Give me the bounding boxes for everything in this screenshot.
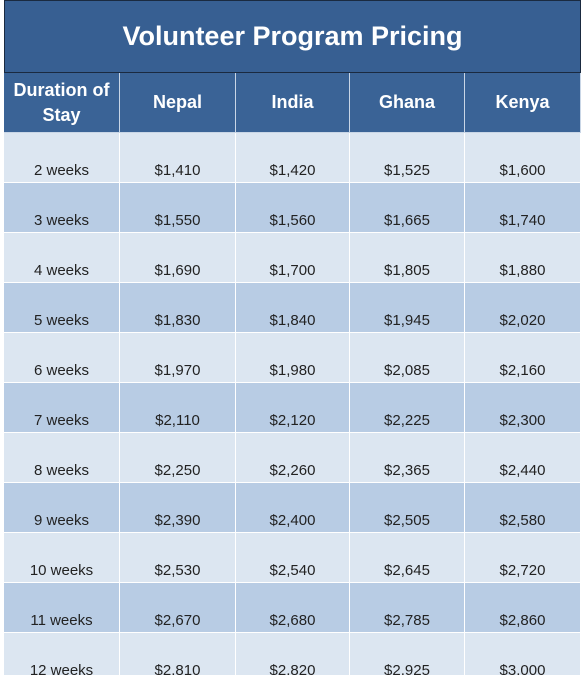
column-header: Duration of Stay (4, 73, 120, 133)
column-header: India (236, 73, 350, 133)
price-cell: $2,160 (465, 333, 581, 383)
price-cell: $2,680 (236, 583, 350, 633)
price-cell: $2,925 (350, 633, 465, 675)
price-cell: $1,560 (236, 183, 350, 233)
column-header: Nepal (120, 73, 236, 133)
price-cell: $2,110 (120, 383, 236, 433)
price-cell: $2,020 (465, 283, 581, 333)
row-label: 3 weeks (4, 183, 120, 233)
row-label: 12 weeks (4, 633, 120, 675)
price-cell: $2,785 (350, 583, 465, 633)
price-cell: $1,740 (465, 183, 581, 233)
column-header: Kenya (465, 73, 581, 133)
row-label: 7 weeks (4, 383, 120, 433)
row-label: 10 weeks (4, 533, 120, 583)
price-cell: $2,260 (236, 433, 350, 483)
price-cell: $1,525 (350, 133, 465, 183)
price-cell: $1,945 (350, 283, 465, 333)
row-label: 5 weeks (4, 283, 120, 333)
price-cell: $2,250 (120, 433, 236, 483)
price-cell: $2,390 (120, 483, 236, 533)
title: Volunteer Program Pricing (4, 0, 581, 73)
price-cell: $1,830 (120, 283, 236, 333)
price-cell: $2,530 (120, 533, 236, 583)
price-cell: $2,580 (465, 483, 581, 533)
price-cell: $2,860 (465, 583, 581, 633)
price-cell: $2,670 (120, 583, 236, 633)
price-cell: $1,665 (350, 183, 465, 233)
price-cell: $2,120 (236, 383, 350, 433)
price-cell: $1,700 (236, 233, 350, 283)
price-cell: $2,440 (465, 433, 581, 483)
price-cell: $2,225 (350, 383, 465, 433)
row-label: 9 weeks (4, 483, 120, 533)
price-cell: $2,300 (465, 383, 581, 433)
price-cell: $1,980 (236, 333, 350, 383)
price-cell: $1,410 (120, 133, 236, 183)
price-cell: $2,085 (350, 333, 465, 383)
row-label: 8 weeks (4, 433, 120, 483)
row-label: 4 weeks (4, 233, 120, 283)
price-cell: $1,880 (465, 233, 581, 283)
price-cell: $2,645 (350, 533, 465, 583)
price-cell: $1,690 (120, 233, 236, 283)
price-cell: $1,970 (120, 333, 236, 383)
price-cell: $2,365 (350, 433, 465, 483)
price-cell: $2,400 (236, 483, 350, 533)
price-cell: $2,810 (120, 633, 236, 675)
column-header: Ghana (350, 73, 465, 133)
row-label: 11 weeks (4, 583, 120, 633)
price-cell: $1,600 (465, 133, 581, 183)
row-label: 2 weeks (4, 133, 120, 183)
price-cell: $2,820 (236, 633, 350, 675)
price-cell: $1,420 (236, 133, 350, 183)
price-cell: $1,805 (350, 233, 465, 283)
price-cell: $1,550 (120, 183, 236, 233)
price-cell: $2,720 (465, 533, 581, 583)
row-label: 6 weeks (4, 333, 120, 383)
price-cell: $3,000 (465, 633, 581, 675)
price-cell: $2,540 (236, 533, 350, 583)
price-cell: $1,840 (236, 283, 350, 333)
price-cell: $2,505 (350, 483, 465, 533)
